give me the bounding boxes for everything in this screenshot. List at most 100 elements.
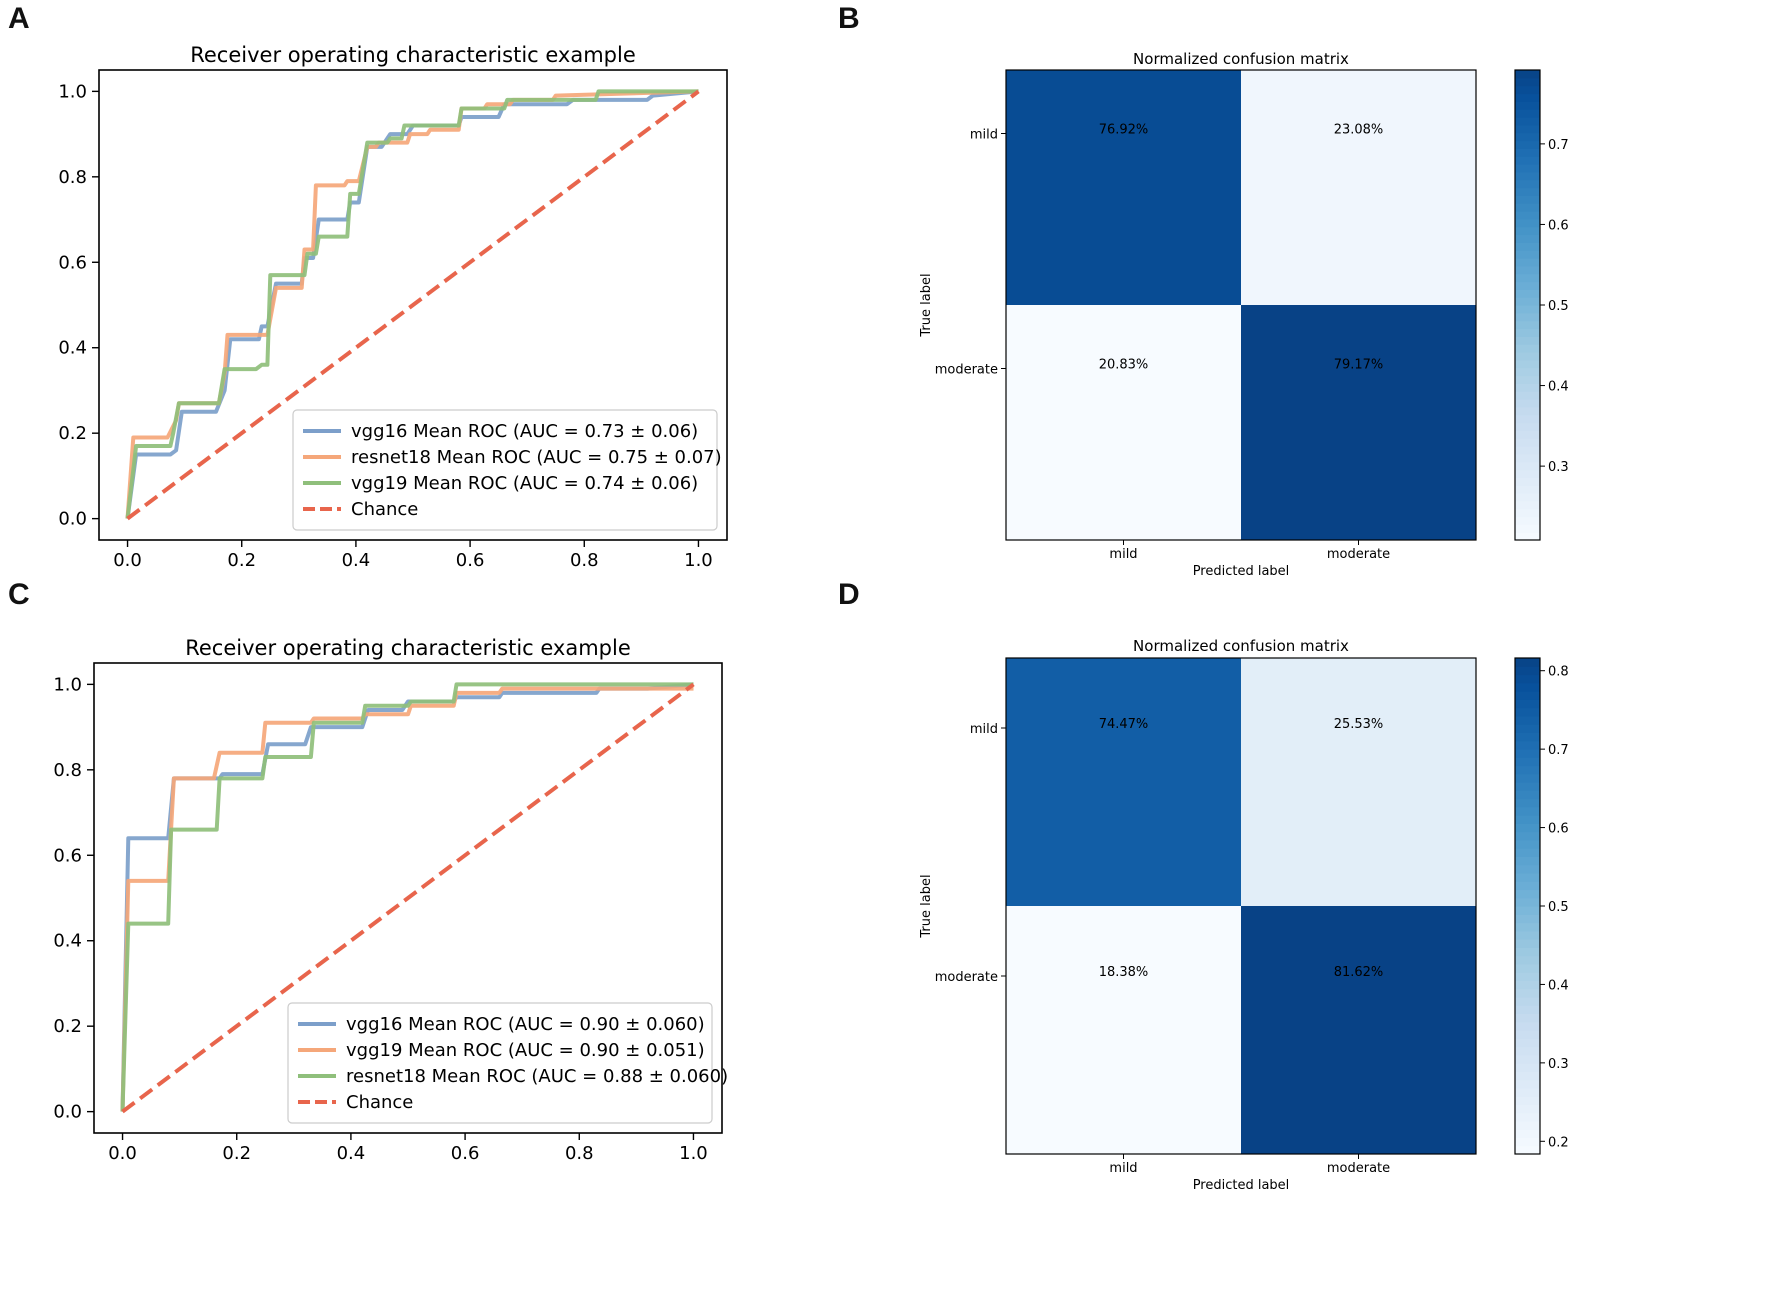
cm-d-colorbar-segment-54 xyxy=(1515,699,1540,709)
cm-b-colorbar-segment-22 xyxy=(1515,359,1540,369)
cm-b-colorbar-segment-30 xyxy=(1515,297,1540,306)
cm-b-colorbar-segment-14 xyxy=(1515,422,1540,431)
cm-d-colorbar-segment-35 xyxy=(1515,856,1540,866)
cm-b-title: Normalized confusion matrix xyxy=(1133,50,1349,68)
cm-d-cell-0-1 xyxy=(1241,658,1476,906)
cm-d-colorbar-segment-46 xyxy=(1515,765,1540,775)
cm-d-cell-label-0-0: 74.47% xyxy=(1099,717,1149,732)
roc-a-xtick-label-0: 0.0 xyxy=(113,550,142,571)
panel-label-b: B xyxy=(838,2,860,35)
roc-a-legend-label-2: vgg19 Mean ROC (AUC = 0.74 ± 0.06) xyxy=(351,473,698,494)
cm-d-cell-label-0-1: 25.53% xyxy=(1334,717,1384,732)
cm-b-colorbar-segment-53 xyxy=(1515,117,1540,126)
roc-c-series-3-line xyxy=(121,682,695,1114)
cm-d-colorbar-segment-10 xyxy=(1515,1063,1540,1072)
cm-b-colorbar-segment-10 xyxy=(1515,453,1540,463)
cm-d-colorbar-segment-9 xyxy=(1515,1071,1540,1081)
cm-d-xtick-label-0: mild xyxy=(1109,1161,1137,1176)
cm-b-cell-label-1-0: 20.83% xyxy=(1099,358,1149,373)
cm-d-xlabel: Predicted label xyxy=(1193,1178,1290,1193)
roc-a-series-2-line xyxy=(125,89,699,519)
cm-d-colorbar-segment-25 xyxy=(1515,939,1540,948)
cm-b-colorbar-segment-48 xyxy=(1515,156,1540,165)
roc-c-ytick-label-4: 0.8 xyxy=(53,760,82,781)
roc-a-xtick-label-2: 0.4 xyxy=(342,550,371,571)
cm-b-colorbar-tick-label-3: 0.6 xyxy=(1548,218,1569,233)
cm-d-colorbar-segment-8 xyxy=(1515,1079,1540,1089)
roc-a-title: Receiver operating characteristic exampl… xyxy=(190,43,636,67)
cm-d-colorbar-segment-32 xyxy=(1515,881,1540,891)
cm-b-colorbar-segment-3 xyxy=(1515,508,1540,518)
cm-d-colorbar-segment-44 xyxy=(1515,782,1540,791)
cm-d-colorbar-segment-4 xyxy=(1515,1112,1540,1122)
cm-d-axes-frame xyxy=(1005,657,1477,1155)
cm-b-colorbar-segment-12 xyxy=(1515,438,1540,447)
cm-b-colorbar-segment-18 xyxy=(1515,391,1540,400)
cm-d-colorbar-segment-36 xyxy=(1515,848,1540,857)
cm-d-colorbar-segment-56 xyxy=(1515,682,1540,692)
cm-d-ylabel: True label xyxy=(919,874,934,938)
cm-d-colorbar-segment-53 xyxy=(1515,707,1540,717)
cm-b-colorbar-segment-6 xyxy=(1515,485,1540,494)
cm-d-colorbar-segment-59 xyxy=(1515,658,1540,667)
cm-b-colorbar-segment-49 xyxy=(1515,148,1540,157)
cm-b-xlabel: Predicted label xyxy=(1193,564,1290,579)
cm-d-colorbar-segment-33 xyxy=(1515,872,1540,882)
cm-b-colorbar-segment-57 xyxy=(1515,85,1540,95)
cm-d-colorbar-segment-27 xyxy=(1515,922,1540,932)
roc-c-legend-box xyxy=(287,1002,713,1124)
cm-d-colorbar-segment-19 xyxy=(1515,988,1540,998)
cm-b-cell-label-1-1: 79.17% xyxy=(1334,358,1384,373)
cm-b-colorbar-segment-4 xyxy=(1515,500,1540,510)
cm-b-colorbar-segment-39 xyxy=(1515,226,1540,236)
cm-d-colorbar-segment-55 xyxy=(1515,691,1540,700)
cm-b-colorbar-segment-45 xyxy=(1515,179,1540,189)
cm-d-colorbar-tick-label-0: 0.2 xyxy=(1548,1135,1569,1150)
roc-c-ytick-label-3: 0.6 xyxy=(53,845,82,866)
cm-d-colorbar-segment-41 xyxy=(1515,806,1540,816)
roc-a-ytick-label-3: 0.6 xyxy=(58,252,87,273)
cm-b-colorbar-segment-32 xyxy=(1515,281,1540,290)
roc-a-xtick-label-5: 1.0 xyxy=(684,550,713,571)
cm-b-colorbar-segment-43 xyxy=(1515,195,1540,204)
cm-d-ytick-label-1: moderate xyxy=(935,970,998,985)
cm-b-colorbar-tick-label-0: 0.3 xyxy=(1548,460,1569,475)
cm-b-cell-1-1 xyxy=(1241,305,1476,540)
cm-b-colorbar-segment-28 xyxy=(1515,312,1540,322)
cm-b-colorbar-segment-58 xyxy=(1515,77,1540,87)
cm-d-colorbar-tick-label-6: 0.8 xyxy=(1548,665,1569,680)
cm-d-colorbar-segment-47 xyxy=(1515,757,1540,767)
cm-d-colorbar-tick-label-1: 0.3 xyxy=(1548,1057,1569,1072)
cm-b-ylabel: True label xyxy=(919,273,934,337)
cm-b-ytick-label-1: moderate xyxy=(935,363,998,378)
roc-a-legend-label-0: vgg16 Mean ROC (AUC = 0.73 ± 0.06) xyxy=(351,421,698,442)
cm-d-colorbar-tick-label-5: 0.7 xyxy=(1548,743,1569,758)
cm-d-colorbar-segment-31 xyxy=(1515,889,1540,899)
cm-d-colorbar-segment-20 xyxy=(1515,980,1540,990)
roc-a-ytick-label-0: 0.0 xyxy=(58,509,87,530)
cm-d-colorbar-segment-40 xyxy=(1515,815,1540,824)
cm-b-colorbar-segment-50 xyxy=(1515,140,1540,149)
cm-d-colorbar-segment-2 xyxy=(1515,1129,1540,1139)
cm-b-colorbar-segment-23 xyxy=(1515,352,1540,361)
cm-b-colorbar-segment-36 xyxy=(1515,250,1540,259)
cm-b-colorbar-segment-0 xyxy=(1515,532,1540,541)
cm-b-colorbar-segment-40 xyxy=(1515,218,1540,228)
cm-d-colorbar-segment-22 xyxy=(1515,963,1540,973)
cm-d-colorbar-segment-37 xyxy=(1515,839,1540,849)
roc-a-legend-label-1: resnet18 Mean ROC (AUC = 0.75 ± 0.07) xyxy=(351,447,722,468)
panel-label-a: A xyxy=(8,2,30,35)
cm-b-colorbar-segment-54 xyxy=(1515,109,1540,118)
cm-d-colorbar-segment-1 xyxy=(1515,1137,1540,1147)
cm-b-cell-label-0-1: 23.08% xyxy=(1334,123,1384,138)
cm-b-colorbar-segment-35 xyxy=(1515,258,1540,267)
cm-d-colorbar-segment-57 xyxy=(1515,674,1540,684)
roc-a-legend-box xyxy=(292,409,718,531)
cm-d-colorbar-segment-6 xyxy=(1515,1096,1540,1105)
roc-a-xtick-label-1: 0.2 xyxy=(227,550,256,571)
cm-b-colorbar-segment-24 xyxy=(1515,344,1540,353)
roc-c-legend-label-1: vgg19 Mean ROC (AUC = 0.90 ± 0.051) xyxy=(346,1040,705,1061)
cm-b-colorbar-segment-33 xyxy=(1515,273,1540,283)
cm-b-colorbar-segment-17 xyxy=(1515,399,1540,408)
roc-a-xtick-label-3: 0.6 xyxy=(456,550,485,571)
